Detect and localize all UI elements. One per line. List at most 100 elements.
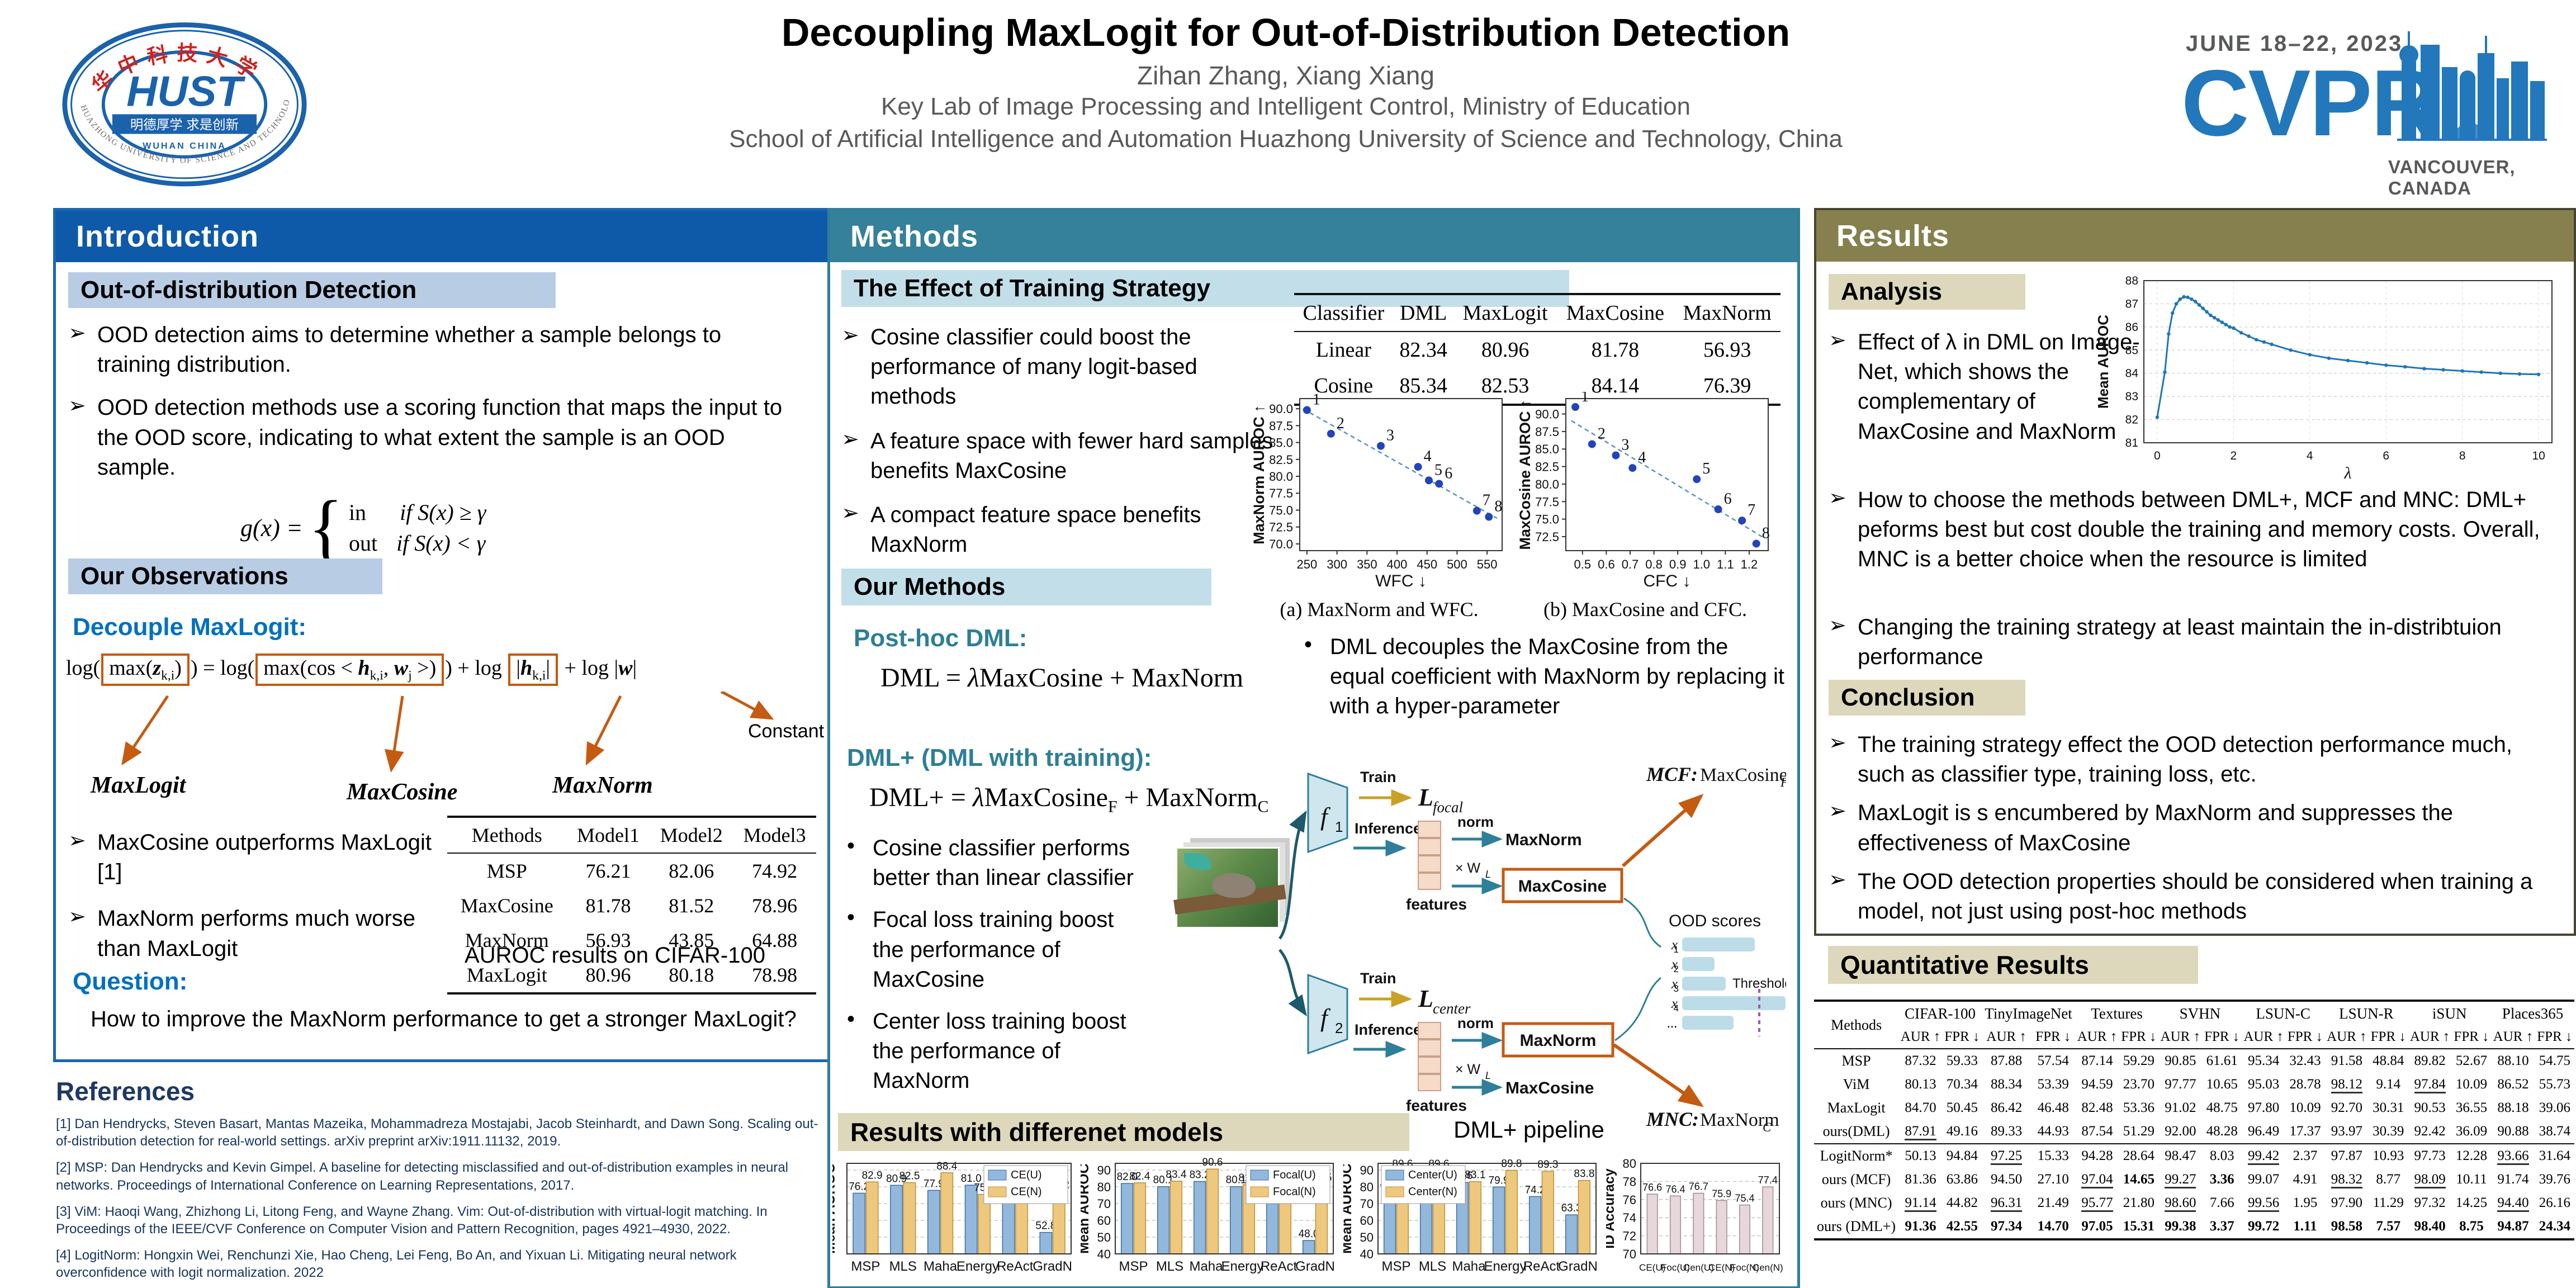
svg-text:8: 8 xyxy=(1762,524,1770,542)
qtable-value: 38.74 xyxy=(2535,1120,2574,1144)
bullet-text: A compact feature space benefits MaxNorm xyxy=(870,502,1201,557)
qtable-metric-up: AUR ↑ xyxy=(2327,1029,2367,1044)
formula-var: z xyxy=(153,656,162,680)
qtable-value: 7.66 xyxy=(2203,1191,2242,1215)
svg-text:10: 10 xyxy=(2532,449,2545,462)
bullet-item: ➢ MaxCosine outperforms MaxLogit [1] xyxy=(68,828,437,887)
qtable-value: 88.34 xyxy=(1982,1073,2031,1096)
qtable-value: 10.09 xyxy=(2452,1073,2491,1096)
qtable-value-text: 63.86 xyxy=(1946,1172,1978,1187)
qtable-value: 21.80 xyxy=(2119,1191,2158,1215)
qtable-value: 93.66 xyxy=(2491,1144,2535,1168)
svg-text:7: 7 xyxy=(1483,492,1490,509)
svg-text:90: 90 xyxy=(1097,1163,1111,1177)
svg-text:74: 74 xyxy=(1623,1211,1636,1225)
table-cell: 82.06 xyxy=(669,860,714,882)
table-row: ours (MCF) 81.36 63.86 94.50 27.10 97.04 14.65… xyxy=(1814,1168,2574,1191)
cvpr-logo: JUNE 18–22, 2023 CVPR VANCOUVER, CANADA xyxy=(2169,17,2560,198)
qtable-value-text: 99.42 xyxy=(2247,1148,2280,1165)
qtable-value: 99.56 xyxy=(2242,1191,2286,1215)
dmlplus-title: DML+ (DML with training): xyxy=(847,744,1152,771)
svg-text:77.9: 77.9 xyxy=(924,1178,944,1190)
svg-text:1.0: 1.0 xyxy=(1693,557,1710,571)
bullet-text: The training strategy effect the OOD det… xyxy=(1858,732,2512,787)
formula-text: >) xyxy=(411,656,437,680)
svg-text:2: 2 xyxy=(1598,425,1606,442)
svg-text:x: x xyxy=(1671,957,1678,972)
svg-text:Center(N): Center(N) xyxy=(1408,1186,1457,1198)
svg-text:x: x xyxy=(1671,937,1678,953)
bullet-item: ➢ The OOD detection properties should be … xyxy=(1829,867,2555,926)
table-row: ours (MNC) 91.14 44.82 96.31 21.49 95.77 21.80… xyxy=(1814,1191,2574,1215)
qtable-value: 98.32 xyxy=(2325,1168,2369,1191)
qtable-value: 39.06 xyxy=(2535,1096,2574,1120)
bullet-item: ➢ Effect of λ in DML on Image-Net, which … xyxy=(1829,328,2142,447)
qtable-value: 86.52 xyxy=(2491,1073,2535,1096)
qtable-value: 90.85 xyxy=(2158,1049,2203,1073)
table-row: ViM 80.13 70.34 88.34 53.39 94.59 23.70 97.77 10… xyxy=(1814,1073,2574,1096)
bullet-marker: ➢ xyxy=(68,905,86,929)
label-maxcosine: MaxCosine xyxy=(347,779,458,805)
cvpr-name: CVPR xyxy=(2181,50,2439,155)
qtable-value-text: 98.58 xyxy=(2331,1219,2362,1234)
qtable-value: 46.48 xyxy=(2031,1096,2075,1120)
table-cell: 85.34 xyxy=(1399,374,1447,397)
svg-text:82.5: 82.5 xyxy=(899,1171,920,1182)
qtable-value-text: 99.07 xyxy=(2247,1172,2280,1187)
results-section: Results Analysis ➢ Effect of λ in DML on … xyxy=(1814,208,2576,936)
intro-table-wrap: Methods Model1 Model2 Model3 MSP 76.21 82.06 74… xyxy=(447,816,816,995)
qtable-value-text: 94.84 xyxy=(1946,1148,1978,1163)
g-formula: g(x) = { in if S(x) ≥ γ out if S(x) < γ xyxy=(240,485,486,570)
bullet-marker: • xyxy=(1304,632,1313,657)
qtable-value: 94.50 xyxy=(1982,1168,2031,1191)
qtable-value-text: 30.31 xyxy=(2373,1100,2404,1115)
bullet-item: ➢ A compact feature space benefits MaxNor… xyxy=(841,500,1283,560)
table-row: MaxNorm 56.93 43.85 64.88 xyxy=(447,923,816,958)
qtable-value-text: 86.52 xyxy=(2497,1077,2529,1092)
svg-text:MaxCosine: MaxCosine xyxy=(1518,877,1607,896)
svg-text:80.0: 80.0 xyxy=(1535,477,1559,491)
table-header-cell: MaxLogit xyxy=(1462,301,1548,325)
qtable-value-text: 92.70 xyxy=(2331,1100,2362,1115)
qtable-value-text: 94.28 xyxy=(2081,1148,2113,1163)
bar-chart-id-accuracy: 70 72 74 76 78 80 76.6 76.4 76.7 75.9 75.4 77.4 CE(U… xyxy=(1602,1157,1784,1284)
svg-text:× W: × W xyxy=(1455,860,1481,876)
qtable-value: 90.53 xyxy=(2408,1096,2452,1120)
qtable-value-text: 92.00 xyxy=(2165,1124,2196,1139)
qtable-value-text: 97.34 xyxy=(1991,1219,2023,1234)
hust-acronym: HUST xyxy=(126,68,245,116)
qtable-value-text: 91.02 xyxy=(2165,1100,2196,1115)
qtable-value-text: 3.37 xyxy=(2209,1219,2234,1234)
qtable-value: 53.39 xyxy=(2031,1073,2075,1096)
qtable-value: 88.10 xyxy=(2491,1049,2535,1073)
qtable-value-text: 97.32 xyxy=(2414,1195,2446,1210)
qtable-value-text: 9.14 xyxy=(2376,1077,2401,1092)
bullet-text: Focal loss training boost the performanc… xyxy=(873,907,1114,992)
qtable-value-text: 87.14 xyxy=(2081,1053,2113,1068)
formula-var: λ xyxy=(972,783,984,812)
svg-text:3: 3 xyxy=(1621,437,1629,454)
posthoc-dml-formula: DML = λMaxCosine + MaxNorm xyxy=(880,662,1243,693)
svg-text:MaxNorm: MaxNorm xyxy=(1505,831,1582,849)
qtable-value: 97.80 xyxy=(2242,1096,2286,1120)
qtable-value-text: 92.42 xyxy=(2414,1124,2446,1139)
qtable-value-text: 88.10 xyxy=(2497,1053,2529,1068)
bullet-marker: ➢ xyxy=(1829,614,1846,637)
qtable-value-text: 95.34 xyxy=(2247,1053,2280,1068)
table-row: Cosine 85.34 82.53 84.14 76.39 xyxy=(1294,368,1781,405)
svg-text:60: 60 xyxy=(1360,1214,1374,1228)
references-list: [1] Dan Hendrycks, Steven Basart, Mantas… xyxy=(56,1115,827,1282)
qtable-value: 89.33 xyxy=(1982,1120,2031,1144)
qtable-value: 59.33 xyxy=(1943,1049,1982,1073)
svg-text:350: 350 xyxy=(1357,557,1377,571)
bullet-item: ➢ The training strategy effect the OOD de… xyxy=(1829,730,2555,789)
qtable-value: 48.84 xyxy=(2369,1049,2408,1073)
bullet-marker: ➢ xyxy=(68,321,86,345)
reference-item: [3] ViM: Haoqi Wang, Zhizhong Li, Litong… xyxy=(56,1204,768,1237)
bar-chart-ce: 76.280.977.981.075.252.882.982.588.475.5… xyxy=(822,1157,1076,1284)
qtable-value-text: 48.28 xyxy=(2206,1124,2238,1139)
table-row: MaxCosine 81.78 81.52 78.96 xyxy=(447,888,816,923)
qtable-metric-down: FPR ↓ xyxy=(2537,1029,2573,1044)
svg-text:300: 300 xyxy=(1327,557,1347,571)
